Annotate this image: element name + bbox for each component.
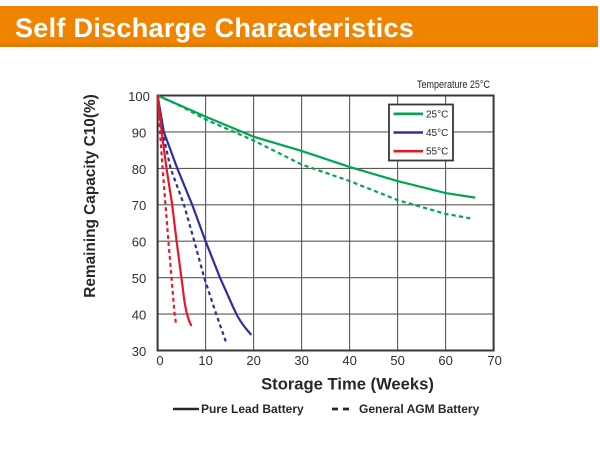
svg-text:100: 100 xyxy=(128,89,150,104)
svg-text:30: 30 xyxy=(132,344,146,359)
svg-text:80: 80 xyxy=(132,162,146,177)
svg-text:40: 40 xyxy=(132,308,146,323)
svg-text:25°C: 25°C xyxy=(426,109,448,120)
svg-text:40: 40 xyxy=(342,353,356,368)
svg-text:0: 0 xyxy=(156,353,163,368)
svg-text:90: 90 xyxy=(132,125,146,140)
svg-text:60: 60 xyxy=(438,353,452,368)
svg-text:70: 70 xyxy=(132,198,146,213)
svg-text:70: 70 xyxy=(487,353,501,368)
svg-text:45°C: 45°C xyxy=(426,128,448,139)
svg-text:50: 50 xyxy=(390,353,404,368)
svg-text:30: 30 xyxy=(294,353,308,368)
svg-text:Temperature 25°C: Temperature 25°C xyxy=(417,79,490,91)
svg-text:General AGM Battery: General AGM Battery xyxy=(359,402,480,416)
svg-text:Remaining Capacity C10(%): Remaining Capacity C10(%) xyxy=(82,94,99,298)
svg-text:20: 20 xyxy=(246,353,260,368)
svg-text:55°C: 55°C xyxy=(426,147,448,158)
svg-text:Pure Lead Battery: Pure Lead Battery xyxy=(201,402,304,416)
svg-text:10: 10 xyxy=(198,353,212,368)
svg-text:Storage Time (Weeks): Storage Time (Weeks) xyxy=(261,374,434,393)
svg-text:50: 50 xyxy=(132,271,146,286)
svg-text:60: 60 xyxy=(132,235,146,250)
